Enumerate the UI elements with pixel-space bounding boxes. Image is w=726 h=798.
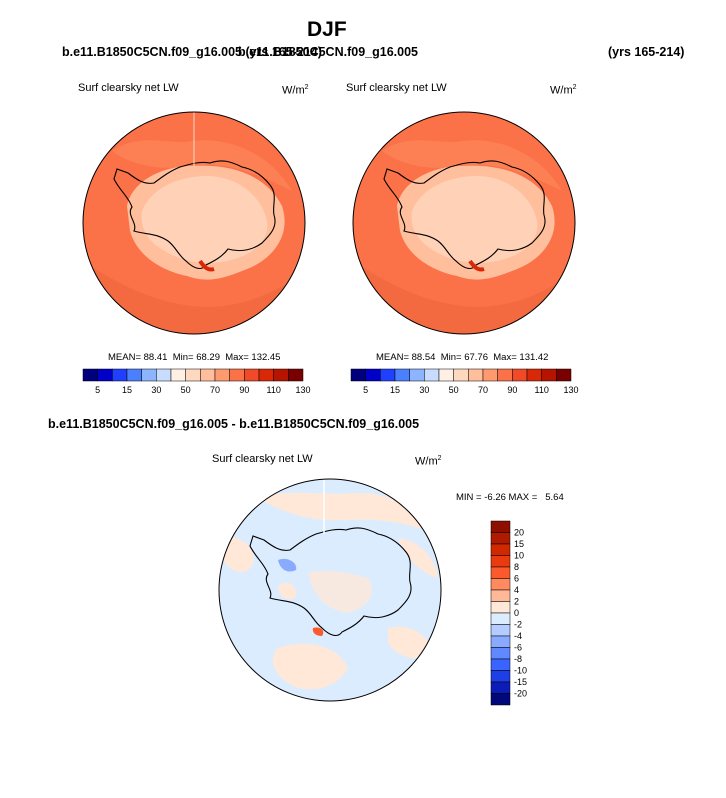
colorbar-panel1-swatch	[244, 368, 260, 382]
colorbar-panel2-tick-label: 90	[507, 385, 517, 395]
colorbar-panel1-swatch	[200, 368, 216, 382]
panel1-variable-label: Surf clearsky net LW	[78, 82, 179, 94]
colorbar-panel1-tick-label: 130	[295, 385, 310, 395]
colorbar-panel1-tick-label: 50	[181, 385, 191, 395]
colorbar-panel3-swatch	[490, 589, 511, 602]
panel2-variable-label: Surf clearsky net LW	[346, 82, 447, 94]
colorbar-panel3-swatch	[490, 520, 511, 533]
colorbar-panel3-swatch	[490, 532, 511, 545]
colorbar-panel3-tick-label: 4	[514, 585, 519, 595]
colorbar-panel2-tick-label: 30	[419, 385, 429, 395]
colorbar-panel3-swatch	[490, 647, 511, 660]
map-panel3	[218, 478, 442, 702]
colorbar-panel1: 5 15 30 50 70 90 110 130	[82, 368, 311, 395]
colorbar-panel1-swatch	[170, 368, 186, 382]
colorbar-panel2-swatch	[365, 368, 381, 382]
colorbar-panel2-swatch	[380, 368, 396, 382]
colorbar-panel2-swatch	[526, 368, 542, 382]
colorbar-panel3-swatch	[490, 681, 511, 694]
panel3-variable-label: Surf clearsky net LW	[212, 453, 313, 465]
colorbar-panel2-tick-label: 5	[363, 385, 368, 395]
colorbar-panel1-swatch	[156, 368, 172, 382]
colorbar-panel3-swatch	[490, 543, 511, 556]
panel2-units: W/m2	[550, 84, 577, 97]
page-title: DJF	[307, 18, 347, 41]
colorbar-panel2-swatch	[541, 368, 557, 382]
colorbar-panel3-tick-label: 15	[514, 539, 524, 549]
colorbar-panel2-swatch	[482, 368, 498, 382]
diff-header: b.e11.B1850C5CN.f09_g16.005 - b.e11.B185…	[48, 417, 420, 431]
colorbar-panel3-tick-label: 2	[514, 597, 519, 607]
colorbar-panel2-tick-label: 110	[534, 385, 548, 395]
colorbar-panel2-tick-label: 130	[563, 385, 578, 395]
case-b-years: (yrs 165-214)	[608, 45, 685, 59]
map-panel2	[352, 111, 576, 335]
case-a-header: b.e11.B1850C5CN.f09_g16.005 (yrs 165-214…	[62, 45, 322, 59]
colorbar-panel1-tick-label: 30	[151, 385, 161, 395]
panel1-stats: MEAN= 88.41 Min= 68.29 Max= 132.45	[108, 352, 281, 363]
colorbar-panel3-tick-label: 8	[514, 562, 519, 572]
case-b-header: b.e11.B1850C5CN.f09_g16.005	[238, 45, 418, 59]
colorbar-panel3-swatch	[490, 566, 511, 579]
colorbar-panel3-swatch	[490, 624, 511, 637]
colorbar-panel2-swatch	[438, 368, 454, 382]
colorbar-panel1-swatch	[273, 368, 289, 382]
map-panel1	[82, 111, 306, 335]
colorbar-panel1-swatch	[229, 368, 245, 382]
colorbar-panel2-tick-label: 50	[449, 385, 459, 395]
colorbar-panel3-swatch	[490, 555, 511, 568]
panel2-stats: MEAN= 88.54 Min= 67.76 Max= 131.42	[376, 352, 549, 363]
colorbar-panel2-swatch	[556, 368, 572, 382]
colorbar-panel1-swatch	[288, 368, 304, 382]
colorbar-panel3-tick-label: 6	[514, 574, 519, 584]
colorbar-panel3-tick-label: 20	[514, 528, 524, 538]
colorbar-panel3-swatch	[490, 578, 511, 591]
colorbar-panel3-tick-label: -10	[514, 666, 527, 676]
colorbar-panel1-swatch	[82, 368, 98, 382]
colorbar-panel2-swatch	[453, 368, 469, 382]
colorbar-panel2-swatch	[350, 368, 366, 382]
colorbar-panel3-swatch	[490, 601, 511, 614]
colorbar-panel2-swatch	[409, 368, 425, 382]
colorbar-panel2-tick-label: 70	[478, 385, 488, 395]
colorbar-panel1-tick-label: 110	[266, 385, 280, 395]
colorbar-panel2: 5 15 30 50 70 90 110 130	[350, 368, 579, 395]
colorbar-panel3-tick-label: -4	[514, 631, 522, 641]
colorbar-panel1-swatch	[141, 368, 157, 382]
panel1-units: W/m2	[282, 84, 309, 97]
colorbar-panel3-tick-label: -2	[514, 620, 522, 630]
colorbar-panel3-tick-label: 0	[514, 608, 519, 618]
panel3-units: W/m2	[415, 455, 442, 468]
colorbar-panel2-swatch	[424, 368, 440, 382]
colorbar-panel3-tick-label: -15	[514, 677, 527, 687]
colorbar-panel1-tick-label: 70	[210, 385, 220, 395]
colorbar-panel1-tick-label: 5	[95, 385, 100, 395]
colorbar-panel3-tick-label: -6	[514, 643, 522, 653]
colorbar-panel3-tick-label: -20	[514, 689, 527, 699]
colorbar-panel1-swatch	[112, 368, 128, 382]
colorbar-panel2-swatch	[394, 368, 410, 382]
colorbar-panel1-tick-label: 90	[239, 385, 249, 395]
colorbar-panel2-tick-label: 15	[390, 385, 400, 395]
colorbar-panel3-swatch	[490, 612, 511, 625]
colorbar-panel1-tick-label: 15	[122, 385, 132, 395]
colorbar-panel2-swatch	[512, 368, 528, 382]
colorbar-panel3-tick-label: -8	[514, 654, 522, 664]
colorbar-panel3-swatch	[490, 670, 511, 683]
colorbar-panel3-swatch	[490, 693, 511, 706]
colorbar-panel2-swatch	[468, 368, 484, 382]
colorbar-panel3-swatch	[490, 635, 511, 648]
colorbar-panel1-swatch	[214, 368, 230, 382]
colorbar-panel2-swatch	[497, 368, 513, 382]
colorbar-panel1-swatch	[97, 368, 113, 382]
colorbar-panel1-swatch	[126, 368, 142, 382]
panel3-stats: MIN = -6.26 MAX = 5.64	[456, 492, 564, 503]
colorbar-panel1-swatch	[185, 368, 201, 382]
colorbar-panel1-swatch	[258, 368, 274, 382]
colorbar-panel3-swatch	[490, 658, 511, 671]
colorbar-panel3-tick-label: 10	[514, 551, 524, 561]
